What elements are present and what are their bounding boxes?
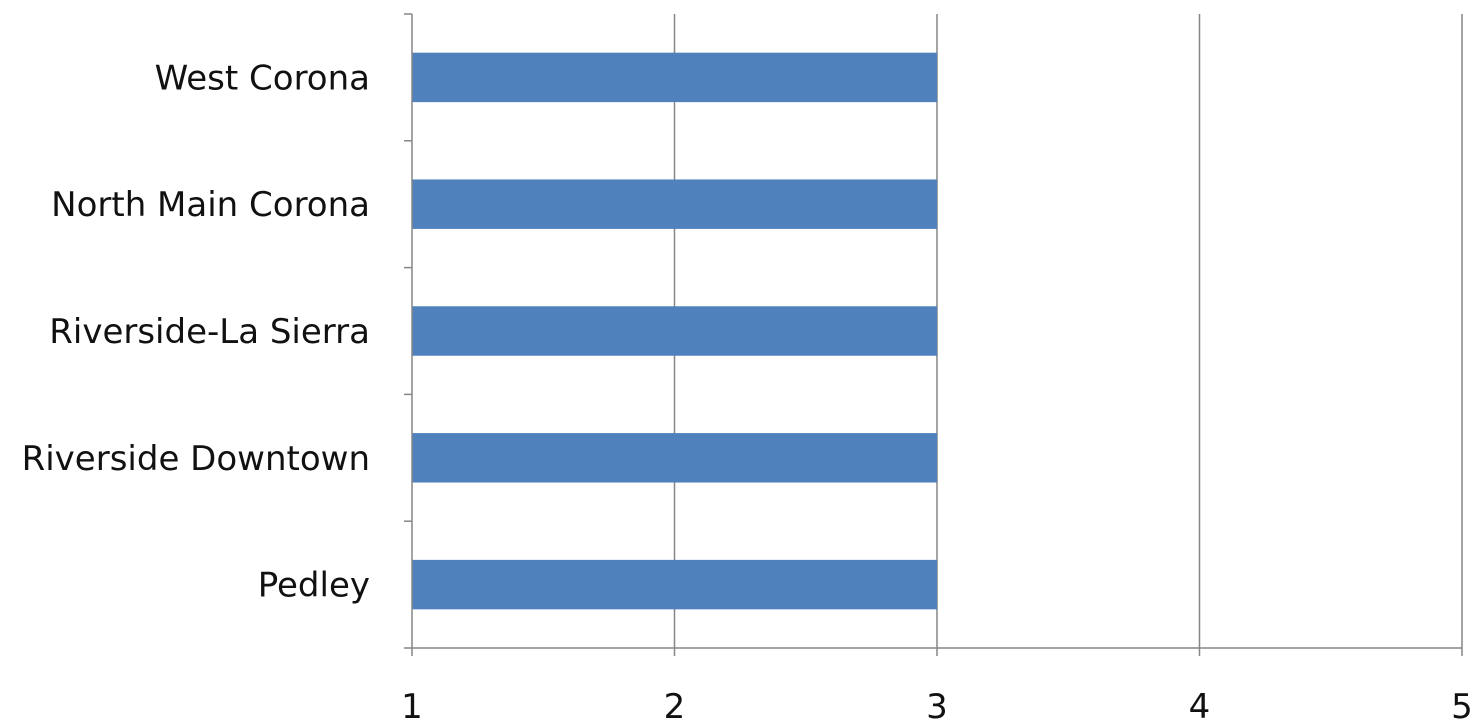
- category-label-riverside-downtown: Riverside Downtown: [22, 439, 370, 479]
- x-tick-label-2: 2: [664, 687, 686, 723]
- bar-riverside-la-sierra: [412, 306, 937, 356]
- bar-west-corona: [412, 52, 937, 103]
- x-tick-label-1: 1: [401, 687, 423, 723]
- x-tick-label-5: 5: [1451, 687, 1472, 723]
- x-tick-label-4: 4: [1189, 687, 1211, 723]
- category-label-riverside-la-sierra: Riverside-La Sierra: [49, 312, 370, 352]
- bar-riverside-downtown: [412, 433, 937, 483]
- x-tick-label-3: 3: [926, 687, 948, 723]
- bar-pedley: [412, 559, 937, 610]
- bar-north-main-corona: [412, 179, 937, 229]
- category-label-west-corona: West Corona: [155, 58, 370, 98]
- category-labels: West Corona North Main Corona Riverside-La…: [22, 13, 412, 649]
- category-label-north-main-corona: North Main Corona: [51, 185, 370, 225]
- x-tick-labels: 1 2 3 4 5: [401, 648, 1472, 723]
- bars: [412, 52, 937, 610]
- category-label-pedley: Pedley: [258, 566, 370, 606]
